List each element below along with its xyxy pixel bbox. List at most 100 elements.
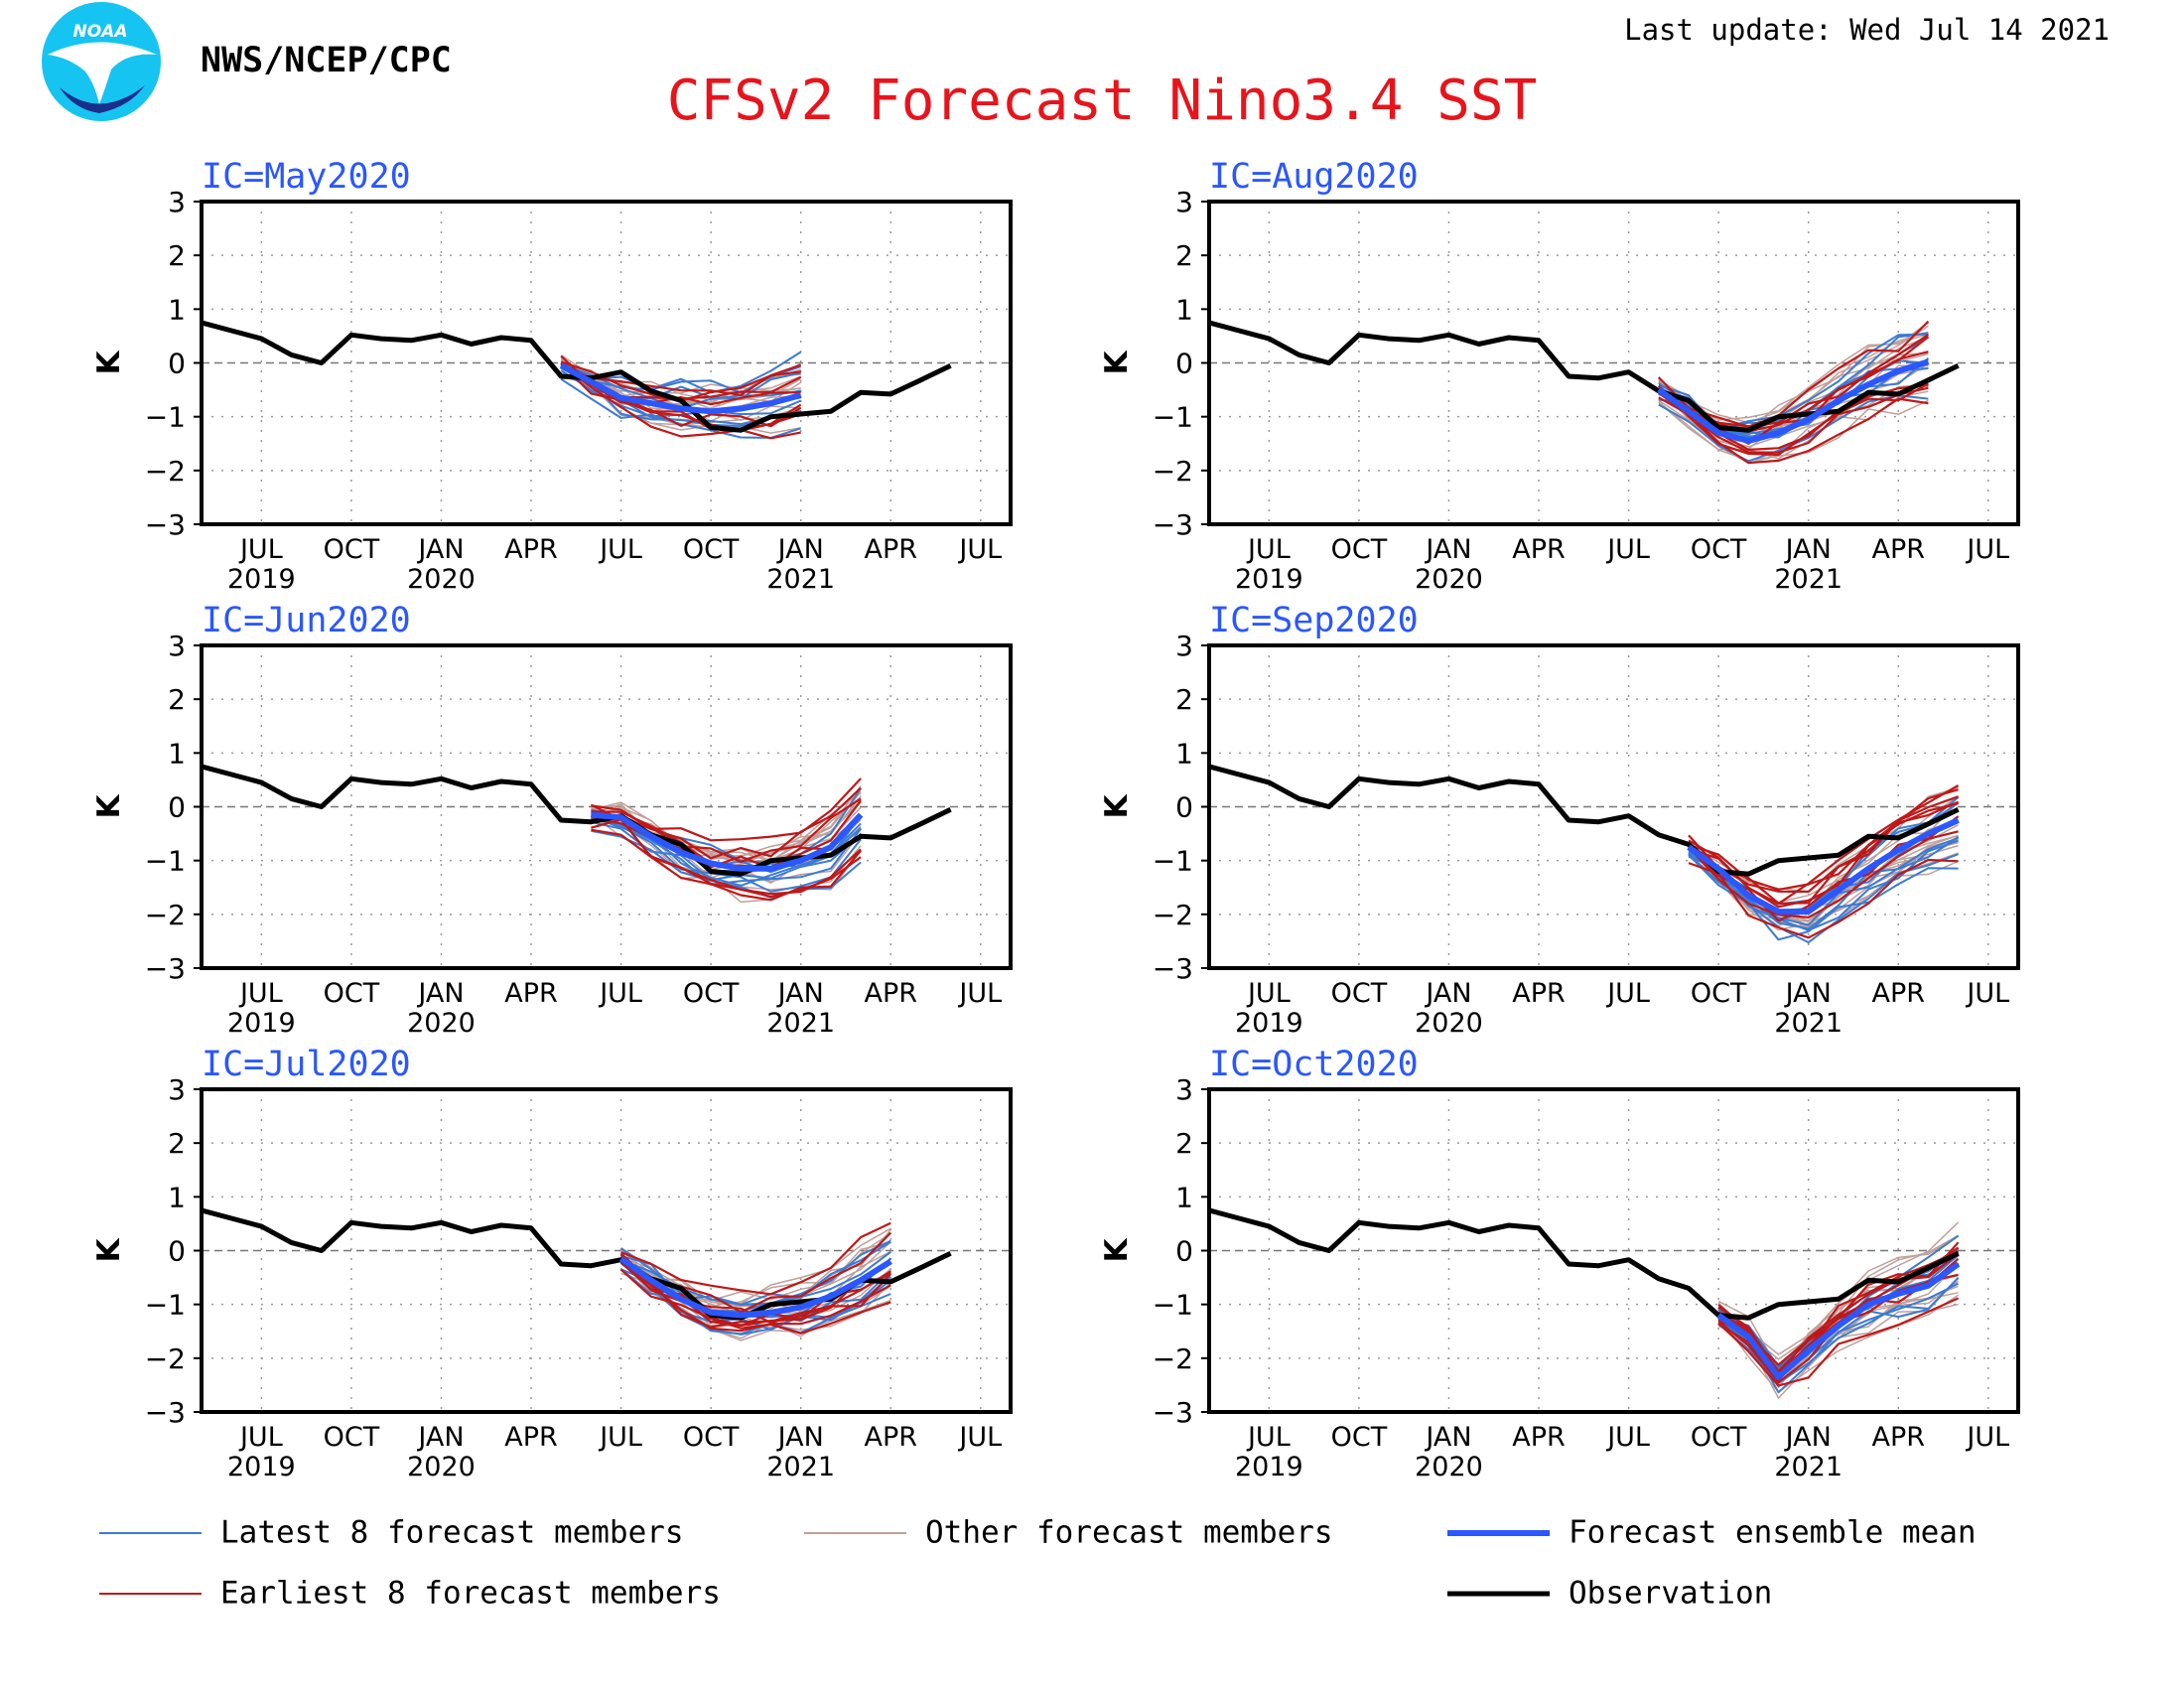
y-tick-label: −2 (145, 1342, 186, 1375)
observation-line (1208, 764, 1960, 877)
panels: IC=May2020 K −3 −2 −1 0 1 2 3 JUL OCT JAN APR JUL OCT J… (91, 157, 2020, 1482)
year-label: 2020 (407, 1008, 476, 1039)
x-tick-label: JUL (1965, 1422, 2009, 1453)
year-label: 2019 (1235, 1008, 1303, 1039)
observation-line (1208, 320, 1960, 433)
x-tick-label: APR (865, 1422, 918, 1453)
forecast-member-line (620, 1221, 891, 1296)
year-label: 2019 (227, 1452, 296, 1482)
panel-5: IC=Jul2020 K −3 −2 −1 0 1 2 3 JUL OCT JAN APR JUL OCT J… (91, 1045, 1013, 1482)
x-tick-label: OCT (324, 978, 380, 1009)
y-tick-label: −3 (145, 1396, 186, 1429)
y-axis-label: K (1099, 1238, 1135, 1263)
x-tick-label: JAN (1784, 534, 1832, 565)
x-tick-label: OCT (683, 1422, 740, 1453)
forecast-member-line (591, 814, 862, 870)
year-label: 2019 (1235, 564, 1303, 595)
ic-label: IC=Jul2020 (202, 1045, 411, 1084)
x-tick-label: JUL (238, 534, 283, 565)
x-tick-label: JUL (1246, 978, 1291, 1009)
ensemble-mean-line (1716, 1261, 1961, 1380)
x-tick-label: APR (1512, 978, 1566, 1009)
x-tick-label: JUL (1605, 534, 1650, 565)
ic-label: IC=Sep2020 (1209, 601, 1419, 640)
x-tick-label: APR (504, 978, 558, 1009)
x-tick-label: APR (865, 534, 918, 565)
ensemble-mean-line (591, 811, 864, 872)
y-tick-label: 0 (168, 1235, 186, 1268)
x-tick-label: JUL (598, 534, 642, 565)
y-tick-label: −2 (1153, 899, 1193, 931)
ensemble-mean-line (618, 1256, 892, 1319)
y-tick-label: 2 (168, 239, 186, 272)
y-tick-label: 1 (1175, 1181, 1193, 1213)
y-tick-label: −1 (145, 1289, 186, 1322)
legend-mean-label: Forecast ensemble mean (1569, 1515, 1977, 1551)
x-tick-label: JUL (1246, 1422, 1291, 1453)
y-tick-label: 3 (1175, 630, 1193, 662)
forecast-member-line (1658, 389, 1929, 465)
plot-frame (200, 1087, 1013, 1414)
plot-frame (1207, 200, 2020, 526)
x-tick-label: JAN (1784, 978, 1832, 1009)
panel-2: IC=Aug2020 K −3 −2 −1 0 1 2 3 JUL OCT JAN APR JUL OCT J… (1099, 157, 2020, 595)
x-tick-label: OCT (1331, 1422, 1388, 1453)
forecast-member-line (560, 363, 802, 396)
x-tick-label: APR (504, 1422, 558, 1453)
y-tick-label: −1 (145, 401, 186, 434)
y-tick-label: 2 (1175, 683, 1193, 716)
y-tick-label: 1 (1175, 293, 1193, 326)
year-label: 2020 (407, 1452, 476, 1482)
legend-latest-label: Latest 8 forecast members (220, 1515, 684, 1551)
figure-title: CFSv2 Forecast Nino3.4 SST (667, 69, 1538, 133)
last-update: Last update: Wed Jul 14 2021 (1624, 13, 2110, 47)
y-tick-label: 2 (168, 1127, 186, 1160)
y-tick-label: 1 (1175, 737, 1193, 770)
y-tick-label: 2 (1175, 1127, 1193, 1160)
agency-label: NWS/NCEP/CPC (201, 41, 452, 80)
plot-frame (1207, 1087, 2020, 1414)
year-label: 2021 (766, 1008, 835, 1039)
forecast-member-line (1717, 1221, 1960, 1370)
year-label: 2021 (1774, 1452, 1843, 1482)
x-tick-label: APR (504, 534, 558, 565)
forecast-member-line (1688, 800, 1960, 894)
year-label: 2019 (227, 564, 296, 595)
y-tick-label: −2 (1153, 1342, 1193, 1375)
y-tick-label: −3 (1153, 508, 1193, 541)
y-tick-label: −1 (1153, 401, 1193, 434)
year-label: 2021 (766, 1452, 835, 1482)
y-axis-label: K (91, 1238, 127, 1263)
year-label: 2019 (227, 1008, 296, 1039)
observation-line (1208, 1207, 1960, 1321)
noaa-logo-text: NOAA (73, 22, 128, 42)
y-tick-label: −2 (145, 899, 186, 931)
y-axis-label: K (1099, 794, 1135, 819)
year-label: 2020 (1415, 564, 1483, 595)
panel-6: IC=Oct2020 K −3 −2 −1 0 1 2 3 JUL OCT JAN APR JUL OCT J… (1099, 1045, 2020, 1482)
x-tick-label: OCT (1331, 534, 1388, 565)
y-tick-label: −2 (1153, 455, 1193, 488)
x-tick-label: APR (1872, 1422, 1926, 1453)
x-tick-label: APR (1512, 534, 1566, 565)
y-tick-label: 0 (1175, 791, 1193, 824)
x-tick-label: JUL (1246, 534, 1291, 565)
observation-line (201, 320, 952, 433)
forecast-member-line (1658, 382, 1929, 457)
ensemble-mean-line (1687, 817, 1960, 916)
x-tick-label: JAN (776, 1422, 824, 1453)
y-axis-label: K (1099, 351, 1135, 375)
year-label: 2020 (407, 564, 476, 595)
legend: Latest 8 forecast members Other forecast… (99, 1515, 1977, 1612)
forecast-member-line (591, 828, 862, 902)
x-tick-label: OCT (1691, 978, 1747, 1009)
legend-earliest-label: Earliest 8 forecast members (220, 1576, 721, 1612)
noaa-logo: NOAA (42, 2, 161, 121)
observation-line (201, 764, 952, 877)
y-axis-label: K (91, 351, 127, 375)
plot-frame (200, 643, 1013, 970)
x-tick-label: APR (865, 978, 918, 1009)
panel-3: IC=Jun2020 K −3 −2 −1 0 1 2 3 JUL OCT JAN APR JUL OCT J… (91, 601, 1013, 1039)
y-tick-label: 0 (1175, 1235, 1193, 1268)
